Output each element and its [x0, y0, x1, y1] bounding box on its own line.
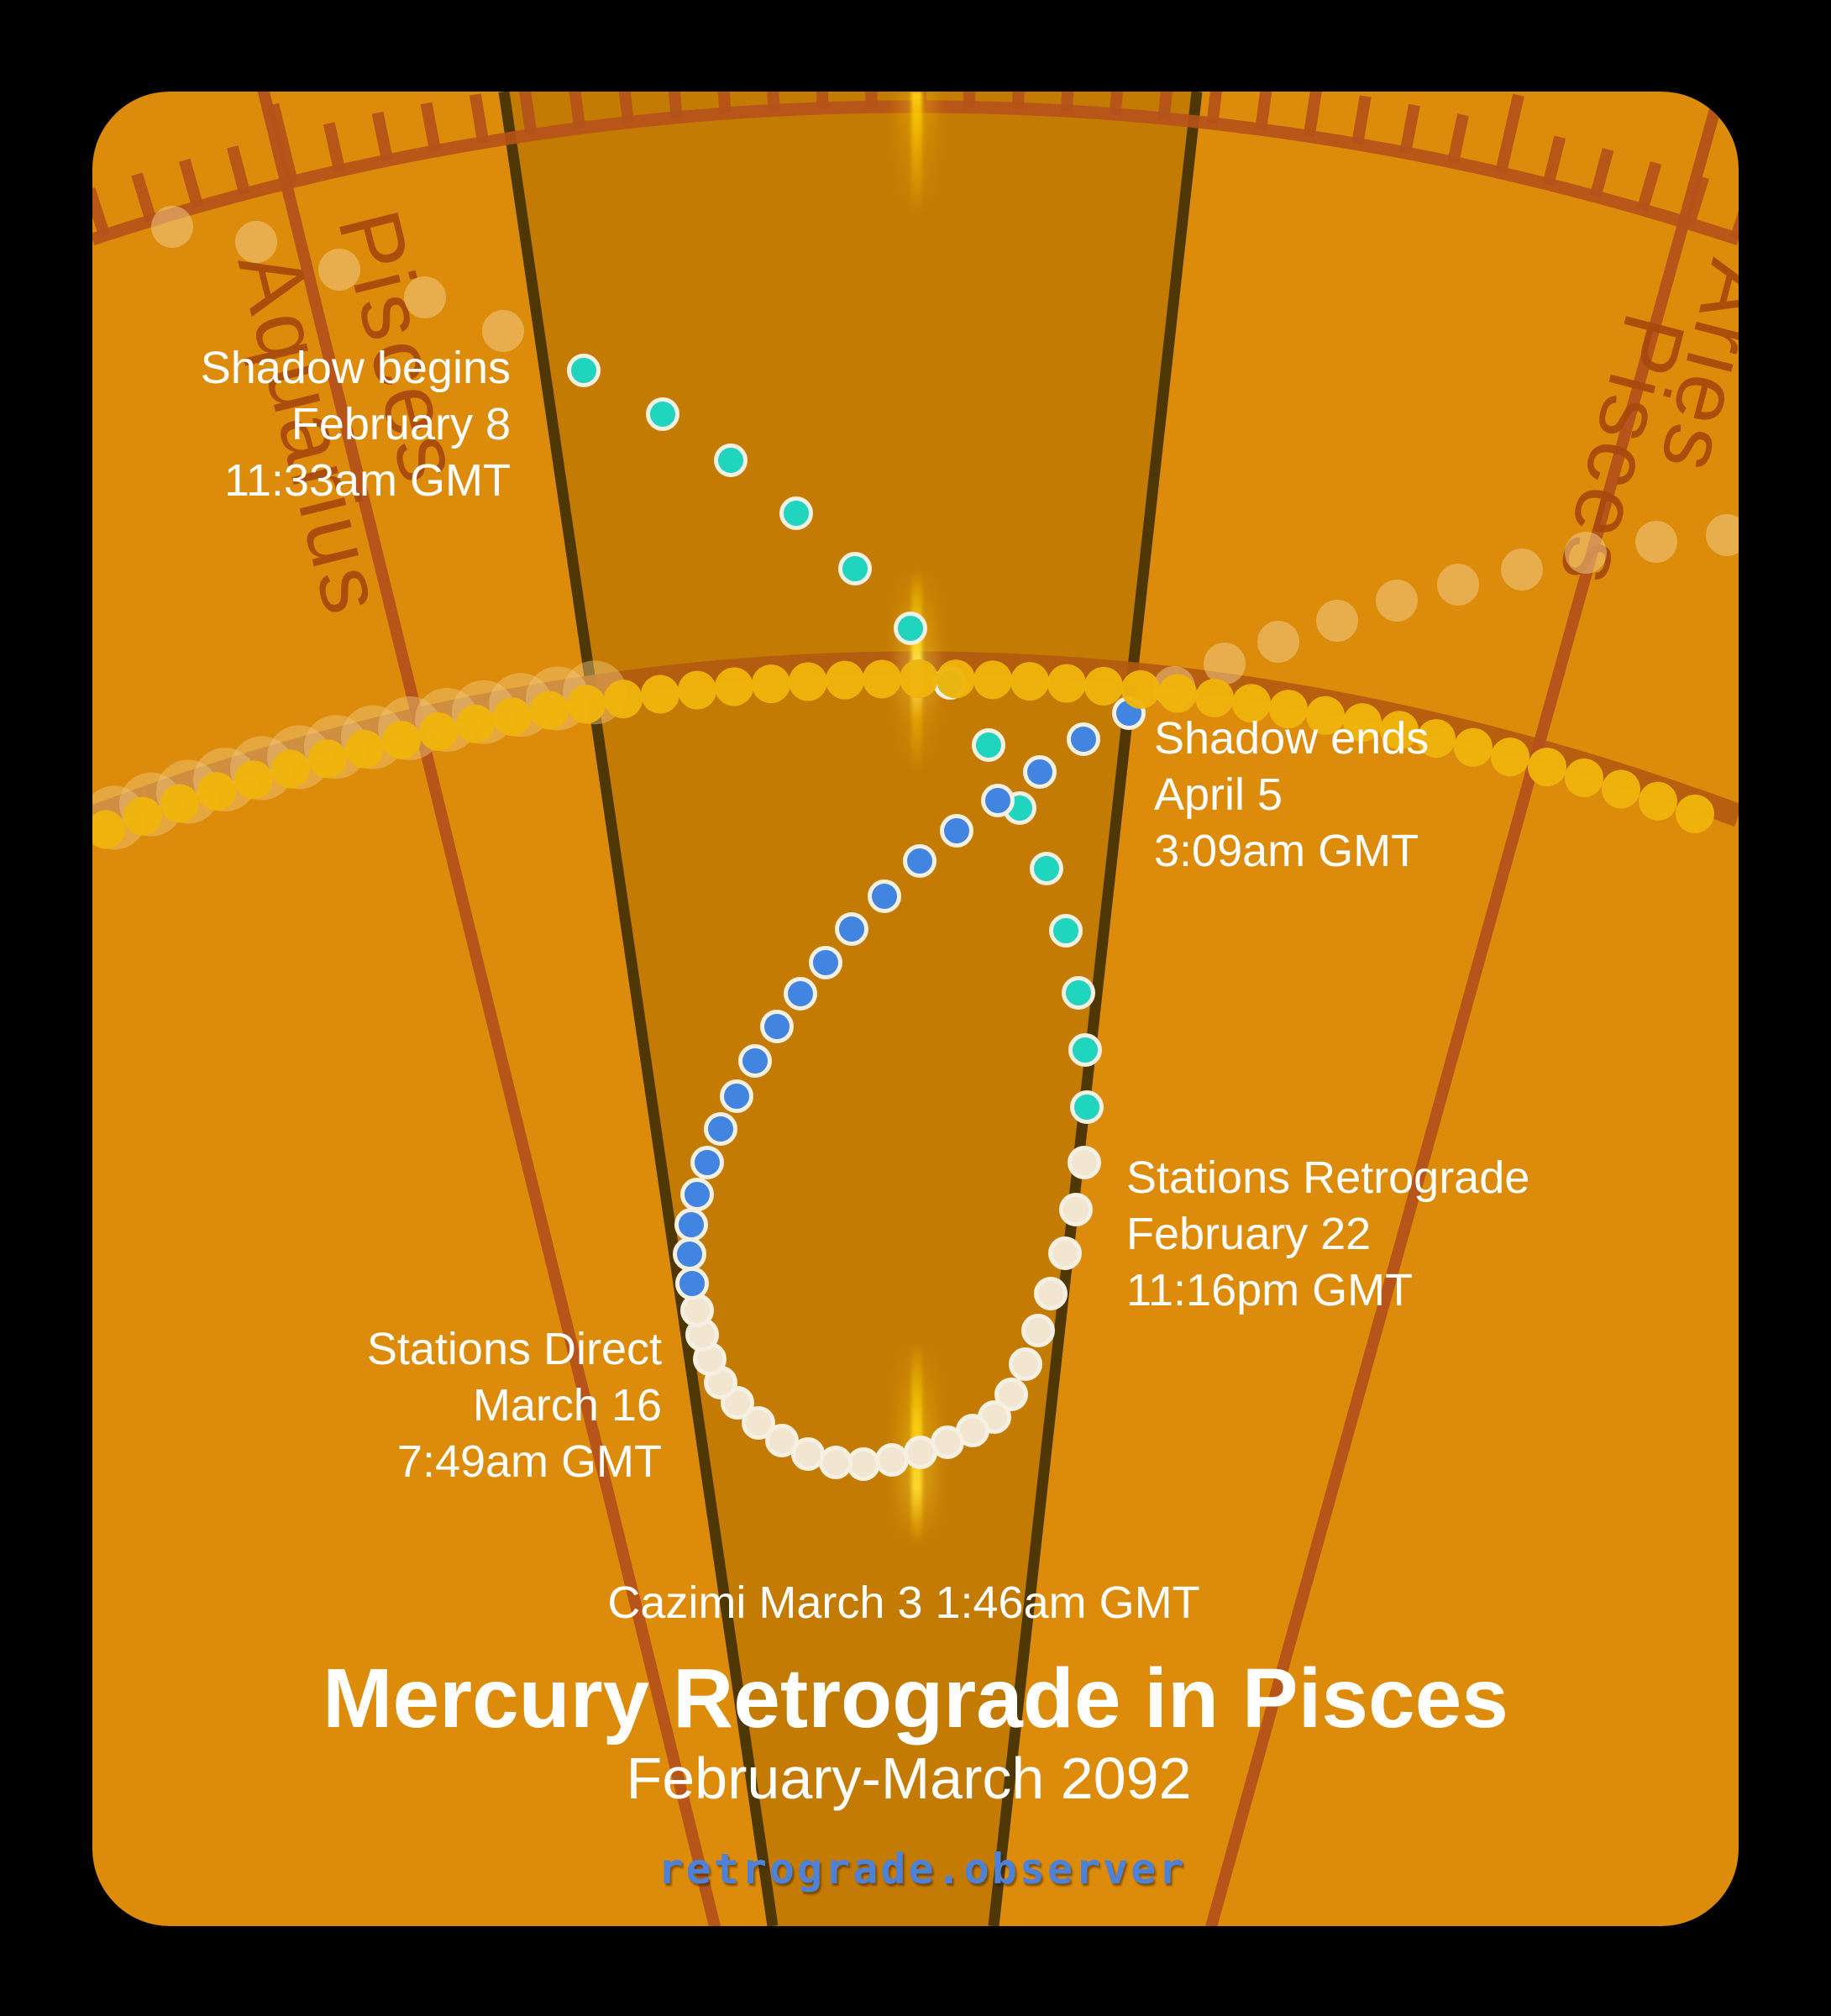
pisces-wedge — [504, 92, 1197, 1926]
annotation-line: April 5 — [1154, 769, 1283, 820]
cazimi-glow-top — [899, 92, 936, 214]
annotation-line: 11:33am GMT — [223, 455, 511, 506]
annotation-shadow-begins: Shadow begins February 8 11:33am GMT — [201, 340, 511, 509]
annotation-line: March 16 — [472, 1380, 662, 1431]
wedge-line-left — [498, 92, 779, 1926]
annotation-line: 7:49am GMT — [396, 1436, 662, 1487]
annotation-line: Shadow begins — [200, 343, 511, 393]
annotation-line: Stations Direct — [366, 1324, 662, 1374]
annotation-shadow-ends: Shadow ends April 5 3:09am GMT — [1154, 711, 1429, 879]
sun-path-dots — [92, 659, 1714, 849]
annotation-line: 11:16pm GMT — [1126, 1265, 1414, 1315]
annotation-line: 3:09am GMT — [1154, 826, 1419, 876]
wedge-line-right — [988, 92, 1203, 1926]
page-subtitle: February-March 2092 — [626, 1746, 1192, 1811]
annotation-line: Stations Retrograde — [1126, 1152, 1530, 1203]
cazimi-caption: Cazimi March 3 1:46am GMT — [607, 1578, 1200, 1628]
annotation-line: Shadow ends — [1154, 713, 1430, 764]
page-title: Mercury Retrograde in Pisces — [323, 1651, 1508, 1746]
annotation-line: February 22 — [1126, 1209, 1372, 1259]
annotation-stations-retrograde: Stations Retrograde February 22 11:16pm GM… — [1126, 1150, 1529, 1319]
cusp-line-aquarius-pisces — [249, 92, 728, 1926]
cusp-line-pisces-aries — [1197, 92, 1736, 1926]
annotation-line: February 8 — [291, 399, 511, 449]
annotation-stations-direct: Stations Direct March 16 7:49am GMT — [367, 1321, 662, 1490]
degree-scale-ticks — [92, 92, 1739, 241]
mercury-path-faded-dots — [151, 206, 1739, 708]
watermark-url: retrograde.observer — [658, 1845, 1187, 1893]
mercury-path-dots — [567, 354, 1146, 1481]
